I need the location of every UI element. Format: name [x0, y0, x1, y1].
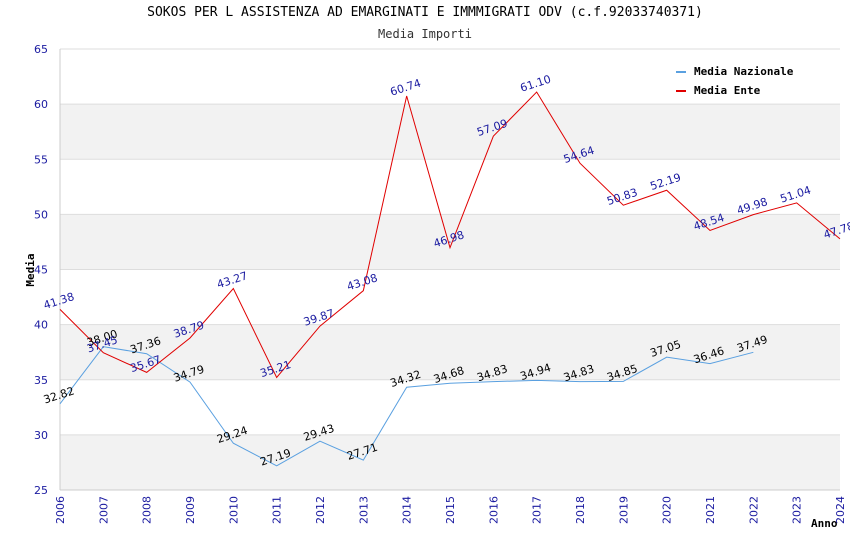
- x-tick-label: 2016: [487, 496, 500, 524]
- x-tick-label: 2008: [141, 496, 154, 524]
- x-tick-label: 2007: [97, 496, 110, 524]
- x-tick-label: 2018: [574, 496, 587, 524]
- chart-title: SOKOS PER L ASSISTENZA AD EMARGINATI E I…: [147, 5, 703, 20]
- grid-band: [60, 324, 840, 380]
- x-tick-label: 2024: [834, 496, 847, 524]
- x-tick-label: 2021: [704, 496, 717, 524]
- y-tick-label: 40: [34, 319, 48, 332]
- grid-band: [60, 214, 840, 270]
- y-tick-label: 55: [34, 153, 48, 166]
- x-axis-ticks: 2006 2007 2008 2009 2010 2011 2012 2013 2014 2015…: [54, 496, 847, 524]
- x-tick-label: 2023: [791, 496, 804, 524]
- x-tick-label: 2014: [401, 496, 414, 524]
- grid-bands: [60, 49, 840, 490]
- y-tick-label: 45: [34, 264, 48, 277]
- series-line: [59, 346, 754, 467]
- legend-box: [668, 58, 810, 102]
- x-tick-label: 2012: [314, 496, 327, 524]
- legend: Media Nazionale Media Ente: [668, 58, 810, 102]
- y-axis-label: Media: [24, 253, 37, 286]
- series-lines: [59, 91, 841, 467]
- x-tick-label: 2020: [661, 496, 674, 524]
- y-tick-label: 35: [34, 374, 48, 387]
- grid-band: [60, 269, 840, 325]
- x-tick-label: 2009: [184, 496, 197, 524]
- y-tick-label: 65: [34, 43, 48, 56]
- y-tick-label: 25: [34, 484, 48, 497]
- y-tick-label: 50: [34, 208, 48, 221]
- grid-lines: [59, 48, 840, 491]
- x-tick-label: 2013: [357, 496, 370, 524]
- x-tick-label: 2010: [227, 496, 240, 524]
- grid-band: [60, 434, 840, 490]
- y-axis-ticks: 25 30 35 40 45 50 55 60 65: [34, 43, 48, 497]
- y-tick-label: 30: [34, 429, 48, 442]
- y-tick-label: 60: [34, 98, 48, 111]
- grid-band: [60, 104, 840, 160]
- grid-band: [60, 159, 840, 215]
- x-tick-label: 2015: [444, 496, 457, 524]
- x-tick-label: 2022: [747, 496, 760, 524]
- chart-subtitle: Media Importi: [378, 27, 472, 41]
- x-tick-label: 2017: [531, 496, 544, 524]
- x-axis-label: Anno: [811, 517, 838, 530]
- x-tick-label: 2019: [617, 496, 630, 524]
- grid-band: [60, 379, 840, 435]
- series-line: [59, 91, 841, 379]
- x-tick-label: 2006: [54, 496, 67, 524]
- legend-label: Media Nazionale: [694, 65, 794, 78]
- legend-label: Media Ente: [694, 84, 761, 97]
- x-tick-label: 2011: [271, 496, 284, 524]
